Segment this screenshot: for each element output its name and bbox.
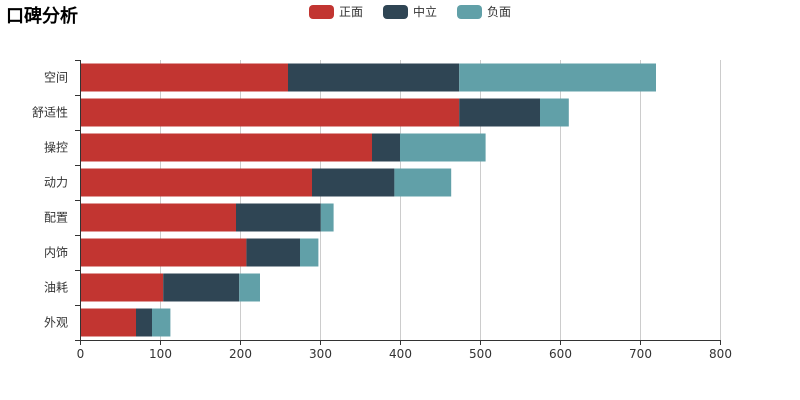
bar-正面-操控[interactable] — [80, 133, 372, 162]
legend[interactable]: 正面 中立 负面 — [309, 4, 511, 19]
y-tick-label: 内饰 — [44, 246, 68, 260]
bar-负面-动力[interactable] — [394, 168, 452, 197]
bar-中立-空间[interactable] — [288, 63, 460, 92]
x-tick-label: 200 — [229, 347, 252, 361]
bar-area — [80, 63, 656, 337]
legend-swatch — [457, 5, 482, 19]
x-tick-label: 800 — [709, 347, 732, 361]
y-tick-label: 外观 — [44, 316, 68, 330]
bar-中立-操控[interactable] — [372, 133, 400, 162]
x-tick-label: 400 — [389, 347, 412, 361]
bar-负面-外观[interactable] — [152, 308, 171, 337]
bar-正面-配置[interactable] — [80, 203, 236, 232]
bar-负面-油耗[interactable] — [239, 273, 260, 302]
bar-中立-舒适性[interactable] — [459, 98, 540, 127]
legend-item-中立[interactable]: 中立 — [383, 4, 437, 19]
x-tick-label: 0 — [77, 347, 85, 361]
bar-负面-空间[interactable] — [459, 63, 656, 92]
bar-负面-内饰[interactable] — [300, 238, 319, 267]
y-tick-label: 配置 — [44, 211, 68, 225]
bar-负面-操控[interactable] — [400, 133, 486, 162]
bar-正面-内饰[interactable] — [80, 238, 247, 267]
x-tick-label: 500 — [469, 347, 492, 361]
x-tick-label: 600 — [549, 347, 572, 361]
bar-正面-外观[interactable] — [80, 308, 136, 337]
bar-中立-配置[interactable] — [236, 203, 321, 232]
bar-正面-空间[interactable] — [80, 63, 288, 92]
y-tick-label: 空间 — [44, 71, 68, 85]
bar-负面-舒适性[interactable] — [540, 98, 569, 127]
x-tick-label: 300 — [309, 347, 332, 361]
legend-swatch — [383, 5, 408, 19]
y-tick-label: 操控 — [44, 140, 68, 155]
bar-中立-油耗[interactable] — [163, 273, 240, 302]
bar-中立-动力[interactable] — [312, 168, 395, 197]
bar-中立-外观[interactable] — [136, 308, 152, 337]
legend-swatch — [309, 5, 334, 19]
bar-正面-舒适性[interactable] — [80, 98, 460, 127]
legend-label: 负面 — [487, 5, 511, 19]
grid-lines — [160, 60, 721, 340]
legend-label: 正面 — [339, 5, 363, 19]
chart-title: 口碑分析 — [6, 6, 78, 27]
legend-label: 中立 — [413, 4, 437, 19]
bar-正面-动力[interactable] — [80, 168, 312, 197]
bar-中立-内饰[interactable] — [246, 238, 300, 267]
legend-item-负面[interactable]: 负面 — [457, 5, 511, 19]
x-tick-label: 100 — [149, 347, 172, 361]
x-tick-label: 700 — [629, 347, 652, 361]
legend-item-正面[interactable]: 正面 — [309, 5, 363, 19]
y-tick-label: 动力 — [44, 176, 68, 190]
y-tick-label: 舒适性 — [32, 106, 68, 120]
y-tick-label: 油耗 — [44, 281, 68, 295]
bar-正面-油耗[interactable] — [80, 273, 164, 302]
bar-负面-配置[interactable] — [320, 203, 334, 232]
